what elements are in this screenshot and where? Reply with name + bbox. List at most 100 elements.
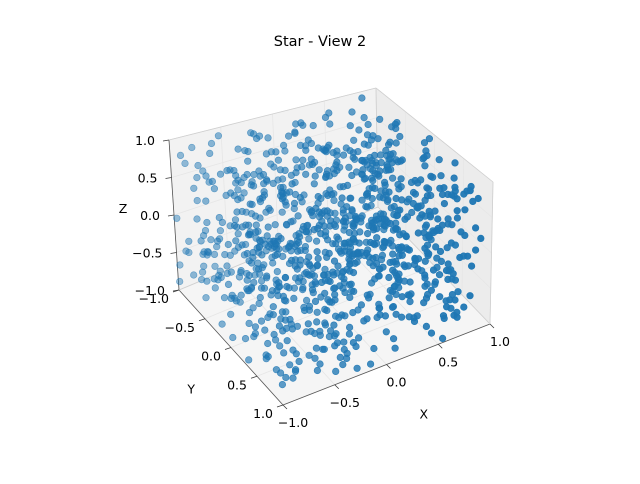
data-point — [275, 279, 283, 287]
data-point — [394, 181, 402, 189]
data-point — [421, 271, 429, 279]
data-point — [259, 171, 268, 179]
data-point — [384, 196, 392, 204]
data-point — [200, 262, 208, 270]
data-point — [244, 147, 252, 156]
data-point — [345, 163, 353, 171]
data-point — [264, 339, 272, 348]
data-point — [194, 161, 202, 170]
data-point — [323, 253, 331, 261]
data-point — [234, 186, 242, 194]
data-point — [429, 266, 438, 274]
data-point — [364, 141, 372, 149]
data-point — [443, 303, 451, 311]
data-point — [435, 156, 443, 164]
data-point — [330, 196, 338, 204]
data-point — [398, 313, 406, 321]
data-point — [247, 283, 256, 291]
data-point — [292, 350, 300, 358]
data-point — [231, 216, 240, 224]
data-point — [389, 266, 397, 274]
data-point — [199, 167, 207, 175]
data-point — [193, 215, 201, 223]
data-point — [314, 254, 322, 263]
data-point — [311, 354, 319, 362]
data-point — [193, 197, 201, 205]
data-point — [427, 286, 436, 294]
data-point — [451, 296, 459, 304]
data-point — [414, 229, 422, 237]
data-point — [203, 277, 211, 285]
data-point — [466, 292, 474, 300]
data-point — [381, 215, 389, 223]
data-point — [230, 167, 238, 175]
data-point — [202, 172, 210, 180]
data-point — [331, 209, 339, 217]
data-point — [245, 356, 253, 364]
data-point — [328, 190, 336, 198]
data-point — [234, 196, 242, 204]
data-point — [224, 240, 232, 249]
x-axis-label: X — [420, 406, 429, 421]
data-point — [381, 181, 389, 189]
data-point — [312, 344, 321, 352]
data-point — [472, 246, 480, 254]
data-point — [339, 361, 347, 369]
data-point — [199, 268, 207, 276]
data-point — [197, 237, 205, 245]
data-point — [376, 193, 384, 201]
data-point — [301, 246, 309, 255]
data-point — [414, 255, 423, 263]
data-point — [264, 353, 272, 361]
data-point — [398, 156, 406, 164]
data-point — [208, 177, 216, 185]
data-point — [421, 162, 429, 170]
data-point — [382, 328, 390, 336]
data-point — [439, 312, 448, 320]
data-point — [339, 267, 347, 275]
data-point — [216, 170, 225, 178]
y-axis-label: Y — [186, 381, 195, 396]
data-point — [207, 139, 216, 148]
data-point — [464, 252, 472, 260]
data-point — [331, 284, 339, 292]
data-point — [343, 181, 352, 189]
data-point — [318, 278, 326, 287]
x-tick-label: 1.0 — [490, 334, 510, 349]
data-point — [255, 132, 264, 140]
data-point — [238, 241, 246, 249]
data-point — [420, 299, 428, 307]
data-point — [432, 243, 440, 251]
data-point — [249, 248, 257, 257]
data-point — [296, 261, 304, 269]
data-point — [269, 179, 277, 187]
data-point — [305, 235, 313, 243]
grid-line-x-wall — [323, 100, 329, 228]
data-point — [436, 247, 445, 256]
data-point — [357, 301, 366, 309]
data-point — [380, 221, 388, 229]
data-point — [292, 156, 300, 164]
data-point — [433, 254, 441, 262]
data-point — [311, 297, 320, 306]
z-tick-label: 0.5 — [138, 171, 158, 186]
pane-front-edge — [489, 181, 494, 325]
x-tick-mark — [437, 343, 443, 349]
data-point — [304, 221, 312, 229]
data-point — [358, 156, 366, 165]
data-point — [425, 232, 433, 240]
data-point — [252, 228, 260, 236]
data-point — [466, 187, 474, 195]
data-point — [422, 322, 431, 331]
data-point — [389, 258, 397, 266]
data-point — [417, 202, 425, 210]
data-point — [271, 237, 279, 245]
data-point — [315, 166, 323, 174]
data-point — [276, 342, 284, 350]
data-point — [351, 259, 359, 267]
data-point — [362, 191, 371, 199]
data-point — [176, 151, 185, 159]
data-point — [436, 293, 444, 301]
data-point — [340, 275, 348, 283]
data-point — [256, 293, 264, 302]
